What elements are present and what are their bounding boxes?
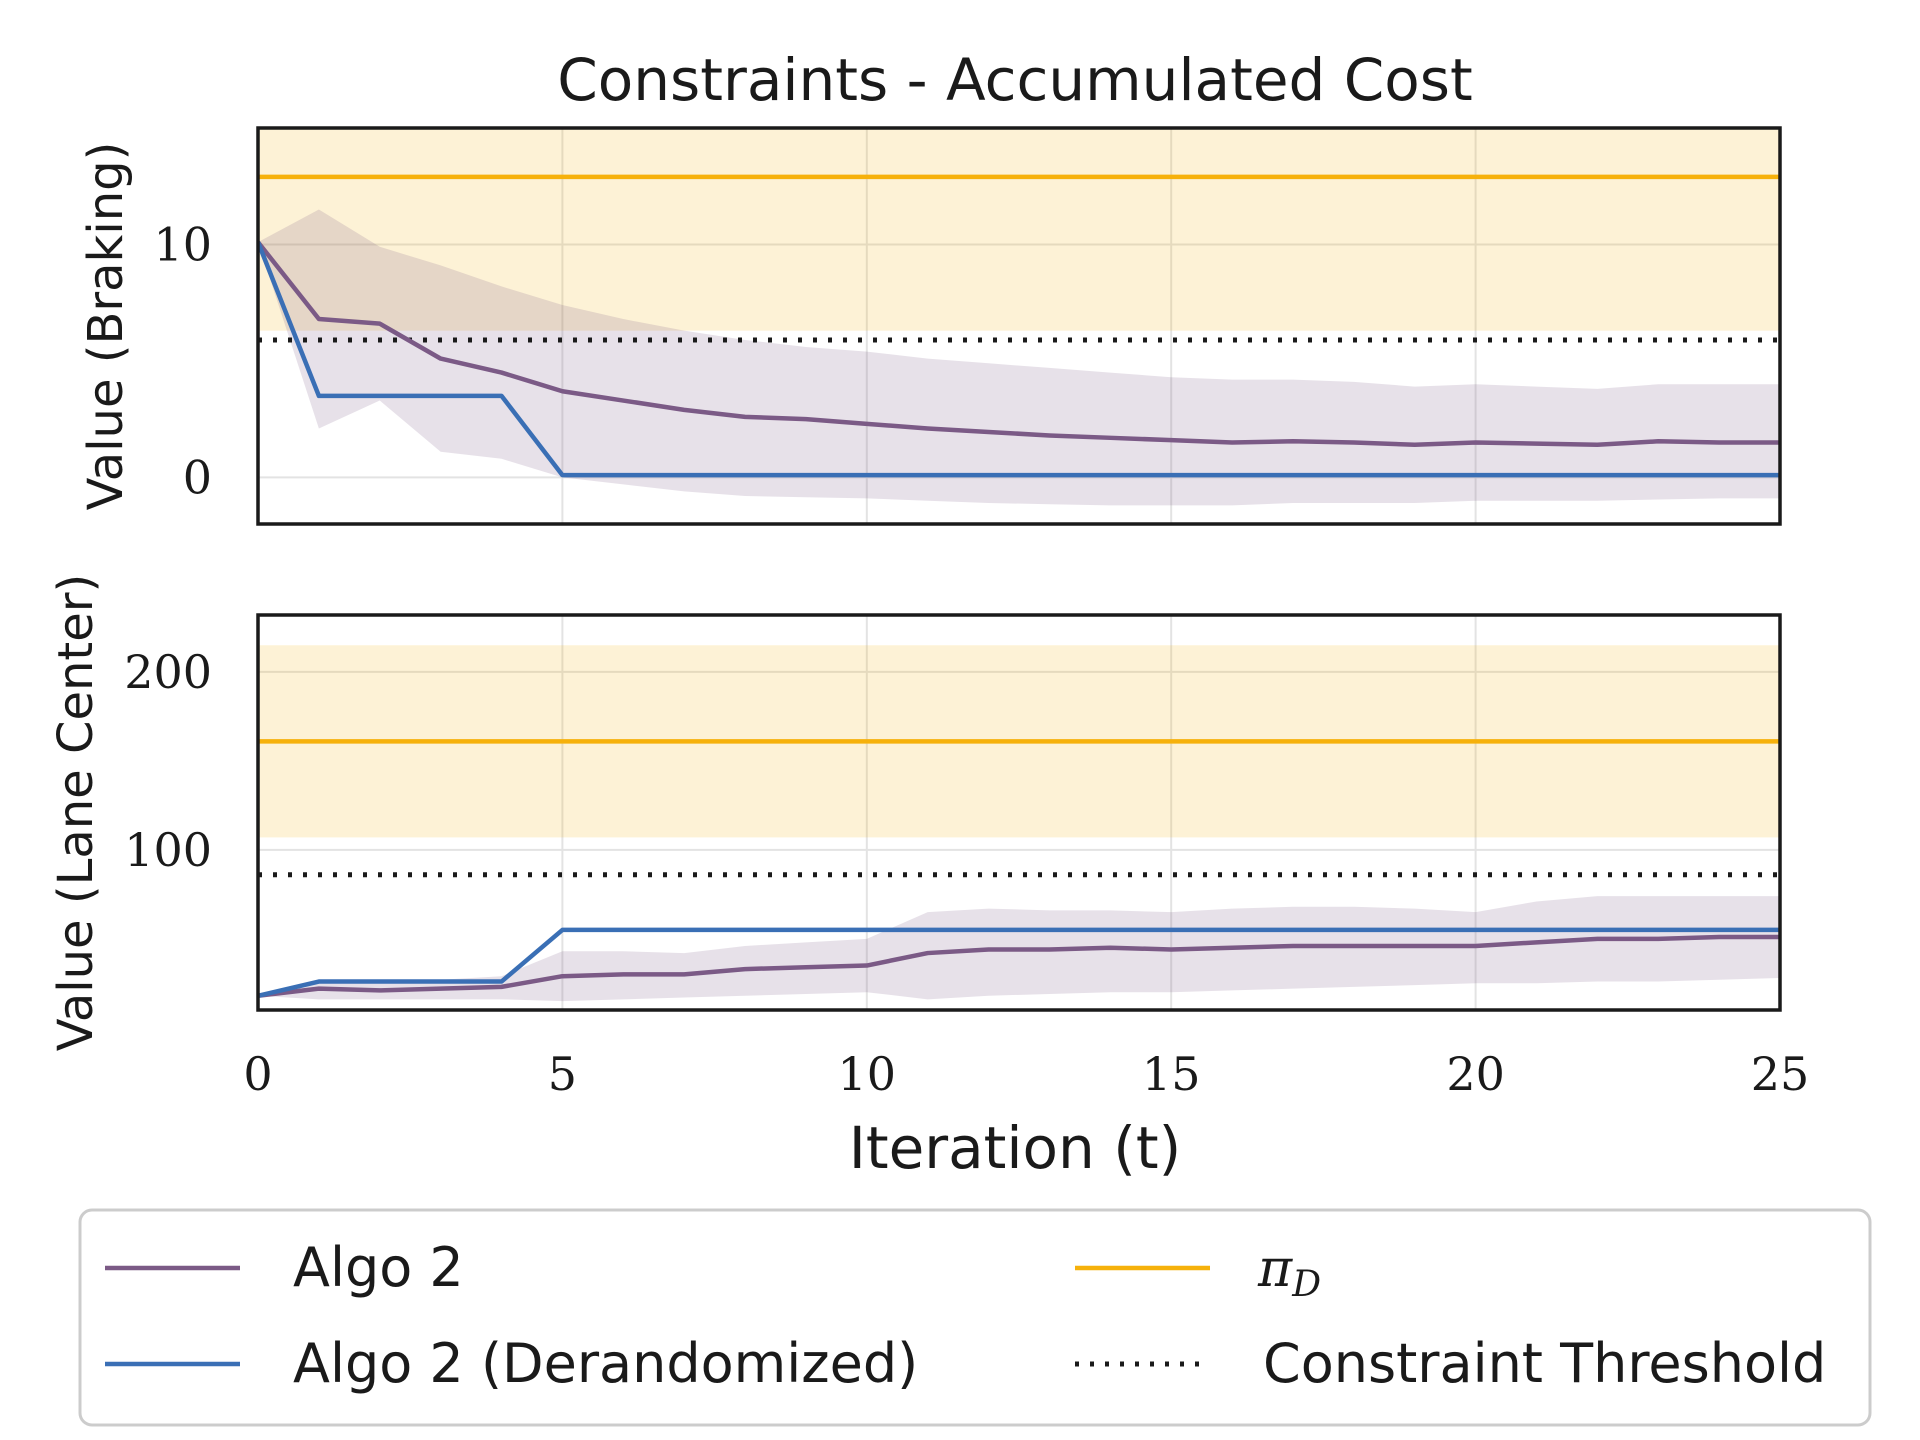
- x-tick-label: 10: [838, 1047, 897, 1101]
- derand-line-braking: [258, 241, 1780, 478]
- algo2-line-braking: [258, 240, 1780, 448]
- y-tick-label-lane-center: 200: [124, 645, 212, 699]
- y-axis-label-lane-center: Value (Lane Center): [48, 574, 104, 1051]
- algo2-line-lane-center: [258, 934, 1780, 999]
- axes-frame-braking: [256, 126, 1782, 526]
- chart-title: Constraints - Accumulated Cost: [557, 46, 1472, 114]
- panel-braking: 0 10 Value (Braking): [78, 126, 1782, 526]
- y-tick-label-lane-center: 100: [124, 823, 212, 877]
- algo2-band-braking: [258, 209, 1780, 506]
- x-axis-label: Iteration (t): [849, 1114, 1181, 1182]
- panel-lane-center: 100 200 Value (Lane Center): [48, 574, 1782, 1051]
- x-tick-label: 20: [1446, 1047, 1505, 1101]
- axes-frame-lane-center: [256, 613, 1782, 1012]
- legend-label-2: πD: [1257, 1239, 1321, 1305]
- x-tick-label: 25: [1751, 1047, 1810, 1101]
- legend: Algo 2 πD Algo 2 (Derandomized) Constraint …: [78, 1208, 1872, 1427]
- legend-label-3: Algo 2 (Derandomized): [293, 1332, 918, 1395]
- x-tick-label: 15: [1142, 1047, 1201, 1101]
- x-tick-labels: 0 5 10 15 20 25: [243, 1047, 1809, 1101]
- y-axis-label-braking: Value (Braking): [78, 142, 134, 511]
- legend-frame: [78, 1208, 1872, 1427]
- y-tick-label-braking: 10: [153, 217, 212, 271]
- x-tick-label: 5: [548, 1047, 577, 1101]
- legend-label-4: Constraint Threshold: [1263, 1332, 1826, 1395]
- pi-d-band-braking: [258, 128, 1780, 331]
- legend-label-1: Algo 2: [293, 1236, 464, 1299]
- derand-line-lane-center: [258, 927, 1780, 998]
- y-tick-label-braking: 0: [183, 450, 212, 504]
- x-tick-label: 0: [243, 1047, 272, 1101]
- plot-area-braking: [258, 128, 1780, 524]
- plot-area-lane-center: [258, 615, 1780, 1010]
